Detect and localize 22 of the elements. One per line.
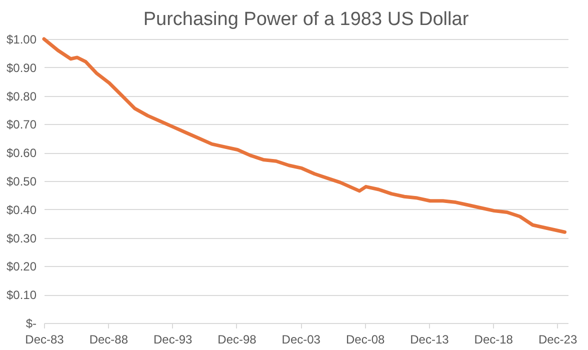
y-tick-label: $1.00 [6, 32, 37, 46]
x-tick-label: Dec-03 [282, 332, 321, 346]
y-tick-label: $0.90 [6, 60, 37, 75]
y-tick-label: $0.20 [6, 260, 37, 274]
x-tick-label: Dec-18 [474, 332, 514, 346]
x-tick-label: Dec-98 [218, 332, 257, 346]
x-tick-label: Dec-88 [89, 332, 128, 346]
chart-title: Purchasing Power of a 1983 US Dollar [143, 9, 470, 30]
x-tick-label: Dec-13 [410, 332, 450, 346]
x-tick-label: Dec-08 [346, 332, 385, 346]
line-series [42, 37, 567, 234]
x-tick-label: Dec-83 [25, 332, 64, 346]
y-tick-label: $0.50 [6, 174, 37, 188]
x-tick-label: Dec-23 [538, 332, 578, 346]
x-tick-label: Dec-93 [153, 332, 193, 346]
y-tick-label: $0.80 [6, 89, 37, 104]
y-tick-label: $0.30 [6, 231, 37, 246]
y-tick-label: $0.40 [6, 202, 37, 217]
y-tick-label: $0.10 [6, 288, 37, 302]
y-tick-label: $- [26, 316, 36, 330]
y-tick-label: $0.60 [6, 146, 37, 160]
y-tick-label: $0.70 [6, 118, 37, 132]
